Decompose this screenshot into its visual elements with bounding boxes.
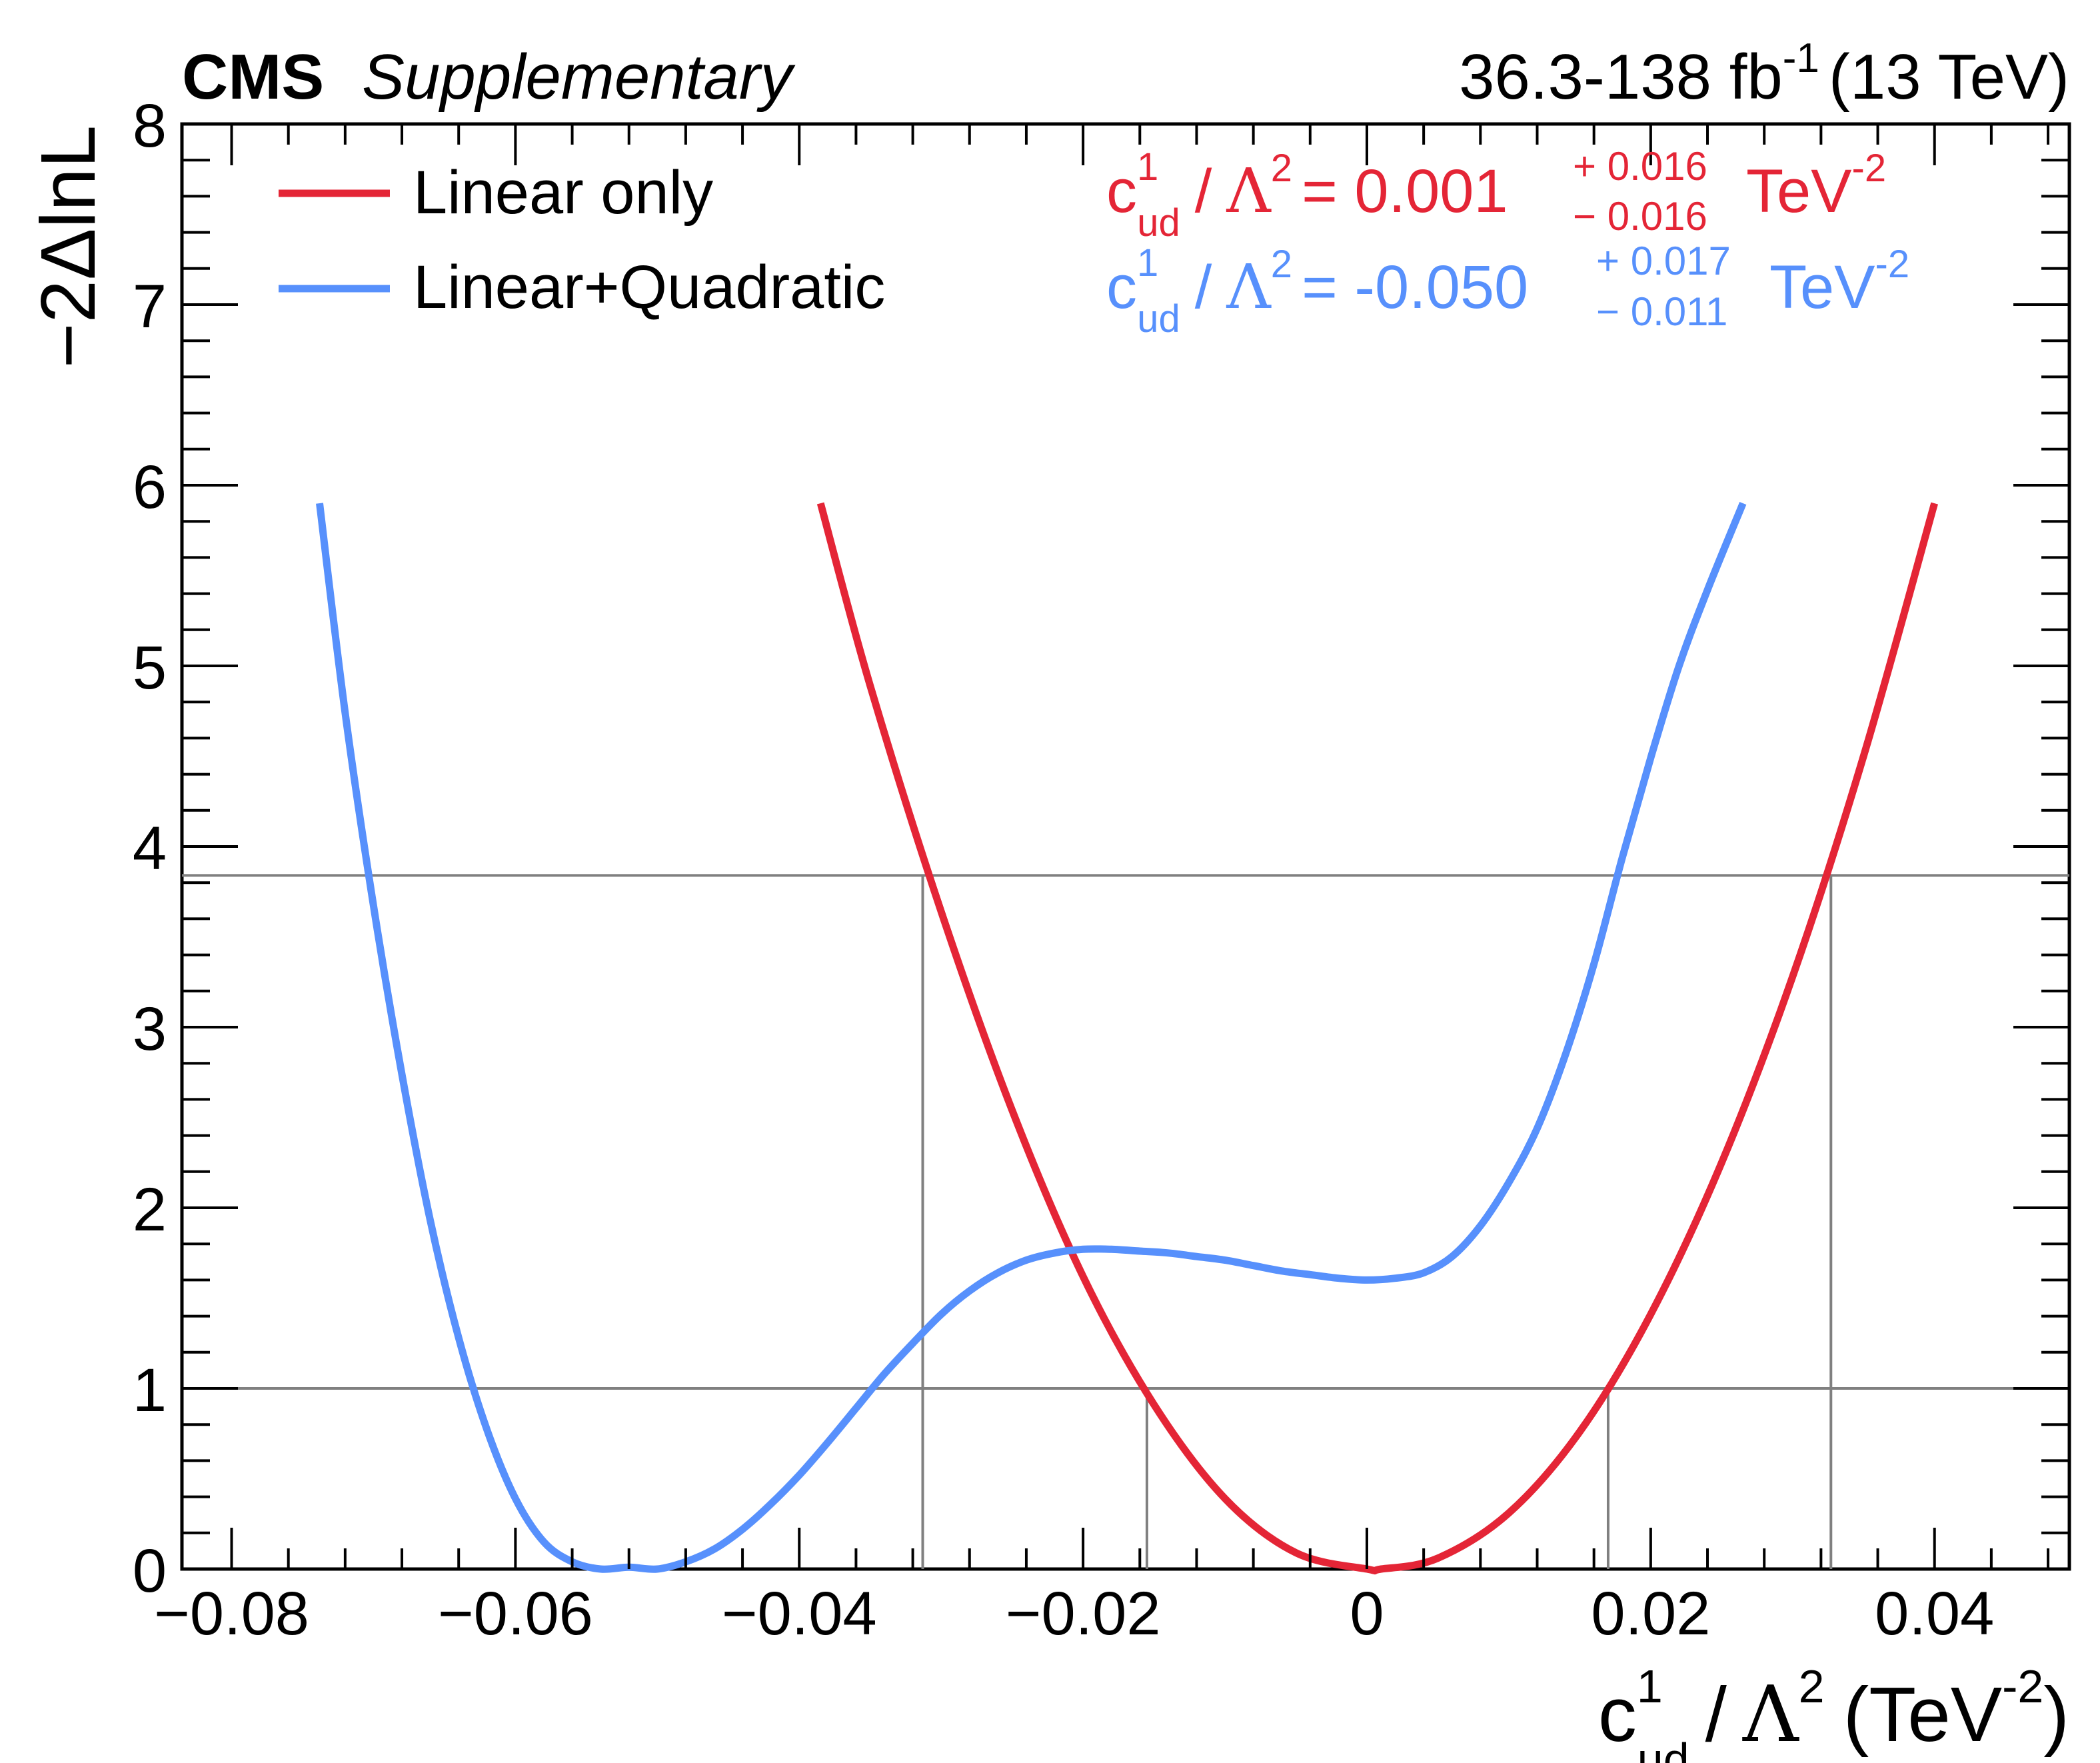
y-tick-label: 1 xyxy=(133,1356,167,1424)
x-label-unit: (TeV xyxy=(1843,1671,2003,1758)
fit-quadratic-unit: TeV-2 xyxy=(1769,243,1909,321)
legend-label-quadratic: Linear+Quadratic xyxy=(413,253,885,321)
series-line-1 xyxy=(316,502,1747,1573)
fit-linear-unit: TeV-2 xyxy=(1746,147,1886,225)
series-line-0 xyxy=(816,502,1938,1575)
fit-quadratic-coef: c1 ud / Λ2 = -0.050 xyxy=(1106,241,1528,341)
energy-value: (13 TeV) xyxy=(1829,41,2069,113)
y-tick-label: 2 xyxy=(133,1176,167,1244)
x-label-coef-sub: ud xyxy=(1637,1734,1689,1763)
legend-label-linear: Linear only xyxy=(413,159,713,227)
y-tick-label: 5 xyxy=(133,634,167,702)
x-label-coef: c xyxy=(1598,1671,1637,1758)
fit-result-linear: c1 ud / Λ2 = 0.001 + 0.016 − 0.016 TeV-2 xyxy=(1106,144,1886,245)
y-tick-label: 6 xyxy=(133,453,167,521)
lumi-exponent: -1 xyxy=(1783,35,1819,81)
x-tick-label: 0 xyxy=(1350,1580,1384,1648)
y-axis-label: −2ΔlnL xyxy=(25,125,111,369)
x-tick-label: 0.02 xyxy=(1591,1580,1710,1648)
fit-result-quadratic: c1 ud / Λ2 = -0.050 + 0.017 − 0.011 TeV-2 xyxy=(1106,239,1909,341)
tick-labels: −0.08 −0.06 −0.04 −0.02 0 0.02 0.04 0 1 2 3 4 5 6 7 8 xyxy=(133,92,1994,1648)
cms-label: CMS xyxy=(182,41,324,113)
x-axis-label: c1 ud /Λ2 (TeV-2) xyxy=(1598,1660,2069,1763)
y-tick-label: 3 xyxy=(133,995,167,1063)
axis-ticks xyxy=(182,123,2069,1570)
x-label-unit-close: ) xyxy=(2043,1671,2069,1758)
y-tick-label: 0 xyxy=(133,1537,167,1605)
legend: Linear only Linear+Quadratic xyxy=(279,159,885,321)
fit-quadratic-up: + 0.017 xyxy=(1596,239,1731,283)
y-tick-label: 8 xyxy=(133,92,167,160)
lumi-energy-label: 36.3-138 fb-1 (13 TeV) xyxy=(1459,35,2069,113)
x-label-lambda: Λ xyxy=(1742,1670,1799,1760)
x-label-lambda-sup: 2 xyxy=(1799,1660,1825,1712)
fit-linear-coef: c1 ud / Λ2 = 0.001 xyxy=(1106,145,1508,245)
x-tick-label: −0.02 xyxy=(1006,1580,1161,1648)
reference-lines xyxy=(182,874,2069,1569)
series-lines xyxy=(316,502,1938,1575)
x-tick-label: 0.04 xyxy=(1875,1580,1994,1648)
x-label-unit-sup: -2 xyxy=(2002,1660,2043,1712)
fit-quadratic-down: − 0.011 xyxy=(1596,289,1727,334)
supplementary-label: Supplementary xyxy=(362,41,796,113)
x-label-coef-sup: 1 xyxy=(1637,1660,1663,1712)
y-tick-label: 4 xyxy=(133,815,167,882)
y-tick-label: 7 xyxy=(133,273,167,341)
x-label-slash: / xyxy=(1705,1671,1727,1758)
x-tick-label: −0.04 xyxy=(722,1580,877,1648)
fit-linear-up: + 0.016 xyxy=(1573,144,1707,189)
lumi-value: 36.3-138 fb xyxy=(1459,41,1783,113)
x-tick-label: −0.08 xyxy=(154,1580,309,1648)
x-tick-label: −0.06 xyxy=(438,1580,593,1648)
fit-linear-down: − 0.016 xyxy=(1573,194,1707,239)
